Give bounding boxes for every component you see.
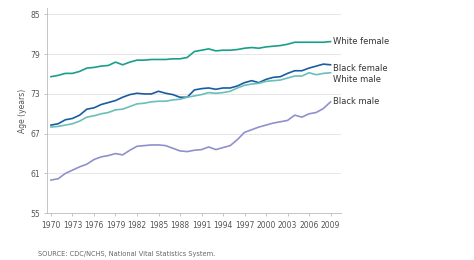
Text: Black female: Black female xyxy=(333,64,388,73)
Text: SOURCE: CDC/NCHS, National Vital Statistics System.: SOURCE: CDC/NCHS, National Vital Statist… xyxy=(38,251,215,257)
Text: White female: White female xyxy=(333,37,390,46)
Y-axis label: Age (years): Age (years) xyxy=(18,88,27,133)
Text: Black male: Black male xyxy=(333,98,380,106)
Text: White male: White male xyxy=(333,75,382,84)
